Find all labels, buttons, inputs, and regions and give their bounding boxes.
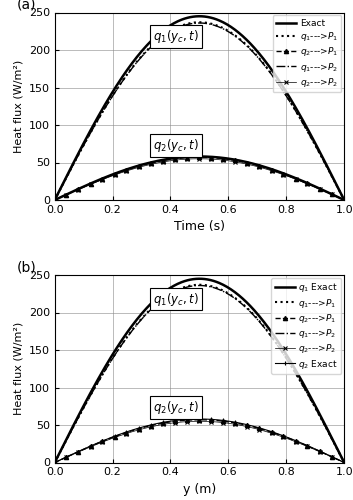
Text: $q_1(y_c,t)$: $q_1(y_c,t)$ xyxy=(154,28,199,45)
Text: (b): (b) xyxy=(17,260,37,274)
X-axis label: Time (s): Time (s) xyxy=(174,220,225,234)
Text: $q_1(y_c,t)$: $q_1(y_c,t)$ xyxy=(154,290,199,308)
Text: $q_2(y_c,t)$: $q_2(y_c,t)$ xyxy=(154,136,199,154)
Y-axis label: Heat flux (W/m²): Heat flux (W/m²) xyxy=(13,60,23,153)
Legend: Exact, $q_1$--->$P_1$, $q_2$--->$P_1$, $q_1$--->$P_2$, $q_2$--->$P_2$: Exact, $q_1$--->$P_1$, $q_2$--->$P_1$, $… xyxy=(273,15,341,92)
Text: (a): (a) xyxy=(17,0,37,12)
Y-axis label: Heat flux (W/m²): Heat flux (W/m²) xyxy=(13,322,23,416)
Legend: $q_1$ Exact, $q_1$--->$P_1$, $q_2$--->$P_1$, $q_1$--->$P_2$, $q_2$--->$P_2$, $q_: $q_1$ Exact, $q_1$--->$P_1$, $q_2$--->$P… xyxy=(271,278,341,374)
Text: $q_2(y_c,t)$: $q_2(y_c,t)$ xyxy=(154,399,199,416)
X-axis label: y (m): y (m) xyxy=(183,483,216,496)
